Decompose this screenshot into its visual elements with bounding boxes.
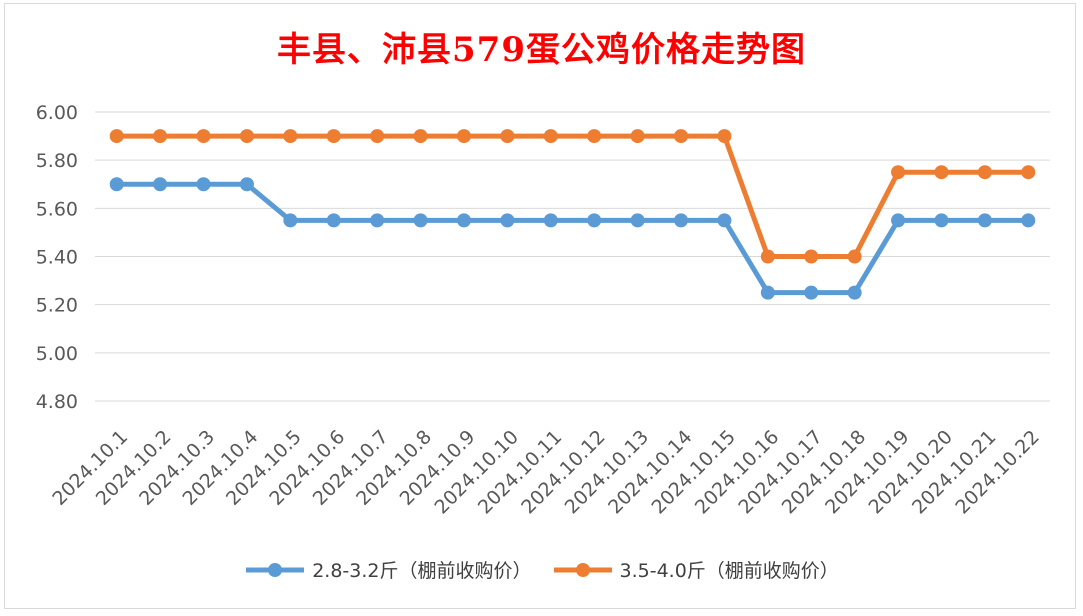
data-point-series-2 (109, 129, 124, 144)
data-point-series-2 (500, 129, 515, 144)
data-point-series-2 (283, 129, 298, 144)
data-point-series-2 (153, 129, 168, 144)
data-point-series-1 (587, 213, 602, 228)
x-axis: 2024.10.12024.10.22024.10.32024.10.42024… (48, 426, 1044, 518)
data-point-series-2 (239, 129, 254, 144)
series-line-2 (114, 133, 1031, 259)
legend-marker-series-1 (246, 562, 305, 577)
y-tick-label: 5.00 (36, 343, 78, 365)
legend-label-series-1: 2.8-3.2斤（棚前收购价） (312, 560, 532, 582)
data-point-series-1 (239, 177, 254, 192)
plot-series (109, 129, 1036, 300)
y-tick-label: 4.80 (36, 391, 78, 413)
data-point-series-1 (717, 213, 732, 228)
y-tick-label: 5.60 (36, 198, 78, 220)
data-point-series-1 (804, 285, 819, 300)
data-point-series-2 (587, 129, 602, 144)
legend-label-series-2: 3.5-4.0斤（棚前收购价） (619, 560, 839, 582)
legend-marker-series-2 (553, 562, 612, 577)
chart-area[interactable] (4, 3, 1076, 609)
data-point-series-1 (891, 213, 906, 228)
data-point-series-1 (674, 213, 689, 228)
data-point-series-1 (760, 285, 775, 300)
data-point-series-2 (543, 129, 558, 144)
data-point-series-1 (1021, 213, 1036, 228)
y-tick-label: 5.80 (36, 150, 78, 172)
data-point-series-1 (153, 177, 168, 192)
data-point-series-2 (413, 129, 428, 144)
data-point-series-1 (326, 213, 341, 228)
data-point-series-2 (630, 129, 645, 144)
data-point-series-2 (1021, 165, 1036, 180)
data-point-series-2 (891, 165, 906, 180)
data-point-series-1 (370, 213, 385, 228)
y-axis: 4.80 5.00 5.20 5.40 5.60 5.80 6.00 (36, 102, 78, 413)
y-tick-label: 5.40 (36, 247, 78, 269)
data-point-series-1 (934, 213, 949, 228)
data-point-series-2 (674, 129, 689, 144)
y-tick-label: 5.20 (36, 295, 78, 317)
data-point-series-2 (456, 129, 471, 144)
data-point-series-2 (196, 129, 211, 144)
data-point-series-2 (326, 129, 341, 144)
data-point-series-2 (934, 165, 949, 180)
series-line-1 (114, 181, 1031, 296)
data-point-series-2 (977, 165, 992, 180)
data-point-series-2 (717, 129, 732, 144)
data-point-series-1 (283, 213, 298, 228)
data-point-series-1 (630, 213, 645, 228)
data-point-series-1 (109, 177, 124, 192)
data-point-series-1 (543, 213, 558, 228)
data-point-series-1 (500, 213, 515, 228)
data-point-series-2 (760, 249, 775, 264)
chart-title: 丰县、沛县579蛋公鸡价格走势图 (277, 30, 806, 70)
data-point-series-1 (456, 213, 471, 228)
data-point-series-2 (804, 249, 819, 264)
legend-item-series-2: 3.5-4.0斤（棚前收购价） (552, 556, 839, 583)
data-point-series-2 (847, 249, 862, 264)
gridlines (95, 111, 1050, 402)
data-point-series-1 (196, 177, 211, 192)
chart-legend: 2.8-3.2斤（棚前收购价） 3.5-4.0斤（棚前收购价） (0, 556, 1083, 583)
y-tick-label: 6.00 (36, 102, 78, 124)
data-point-series-1 (847, 285, 862, 300)
data-point-series-1 (977, 213, 992, 228)
data-point-series-1 (413, 213, 428, 228)
legend-item-series-1: 2.8-3.2斤（棚前收购价） (244, 556, 532, 583)
data-point-series-2 (370, 129, 385, 144)
